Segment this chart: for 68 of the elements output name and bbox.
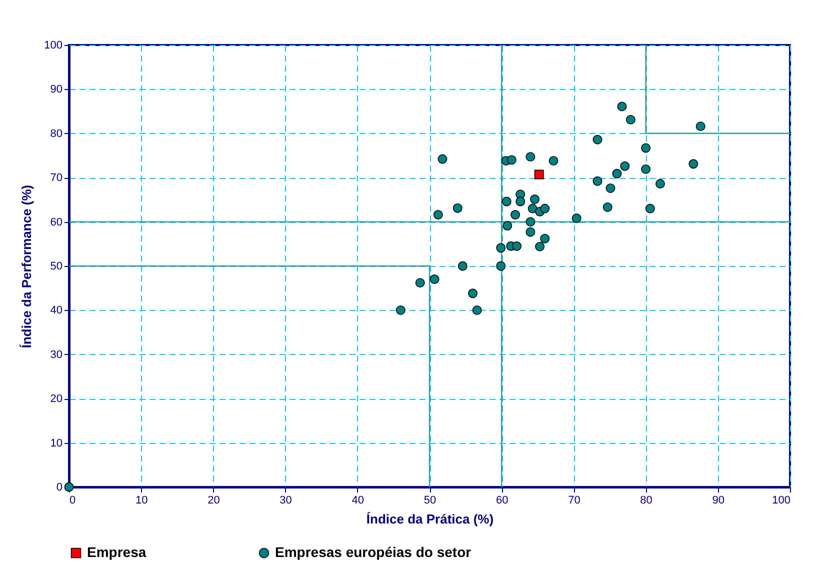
point: [502, 196, 512, 206]
point: [530, 194, 540, 204]
point: [645, 204, 655, 214]
x-tick-label: 10: [135, 494, 148, 506]
point: [433, 210, 443, 220]
y-tick-label: 70: [50, 172, 62, 184]
point: [396, 305, 406, 315]
point: [526, 152, 536, 162]
point: [430, 274, 440, 284]
y-tick-label: 30: [50, 348, 62, 361]
y-axis-title: Índice da Performance (%): [19, 184, 34, 348]
point: [540, 234, 550, 244]
point: [526, 227, 536, 237]
point: [540, 204, 550, 214]
y-tick-label: 80: [50, 128, 62, 140]
x-tick-label: 80: [640, 494, 652, 506]
x-tick-label: 100: [772, 494, 790, 506]
point: [516, 196, 526, 206]
y-tick-label: 0: [56, 482, 62, 494]
point: [626, 114, 636, 124]
point: [548, 156, 558, 166]
point: [641, 164, 651, 174]
point: [688, 159, 698, 169]
point: [472, 305, 482, 315]
point: [415, 278, 425, 288]
point: [496, 243, 506, 253]
point: [528, 204, 538, 214]
y-tick-label: 60: [50, 216, 62, 228]
point: [468, 288, 478, 298]
x-axis-title: Índice da Prática (%): [366, 512, 494, 526]
legend-label: Empresa: [87, 544, 146, 560]
point: [526, 217, 536, 227]
point: [510, 210, 520, 220]
y-tick-label: 10: [50, 437, 62, 450]
x-tick-label: 30: [280, 494, 292, 506]
point: [512, 241, 522, 251]
point: [572, 214, 582, 223]
point: [458, 261, 468, 271]
point: [617, 102, 627, 112]
point: [606, 183, 616, 193]
point: [602, 202, 612, 212]
point: [612, 168, 622, 178]
x-tick-label: 90: [712, 494, 725, 506]
x-tick-label: 40: [352, 494, 364, 506]
point: [535, 242, 545, 252]
y-tick-label: 50: [50, 260, 62, 272]
point: [641, 143, 651, 153]
point: [592, 134, 602, 144]
point: [534, 170, 544, 180]
x-tick-label: 70: [568, 494, 580, 506]
x-tick-label: 60: [496, 494, 508, 506]
point: [496, 261, 506, 271]
point: [655, 179, 665, 189]
point: [620, 161, 630, 171]
point: [502, 221, 512, 230]
y-tick-label: 20: [50, 393, 62, 406]
point: [696, 122, 706, 132]
point: [452, 203, 462, 213]
x-tick-label: 0: [70, 494, 76, 506]
point: [592, 176, 602, 186]
x-tick-label: 20: [208, 494, 220, 506]
point: [506, 155, 516, 165]
y-tick-label: 40: [50, 304, 62, 317]
point: [438, 154, 448, 164]
y-tick-label: 100: [44, 40, 62, 52]
x-tick-label: 50: [424, 494, 436, 506]
y-tick-label: 90: [50, 84, 62, 96]
legend-label: Empresas européias do setor: [275, 544, 472, 560]
